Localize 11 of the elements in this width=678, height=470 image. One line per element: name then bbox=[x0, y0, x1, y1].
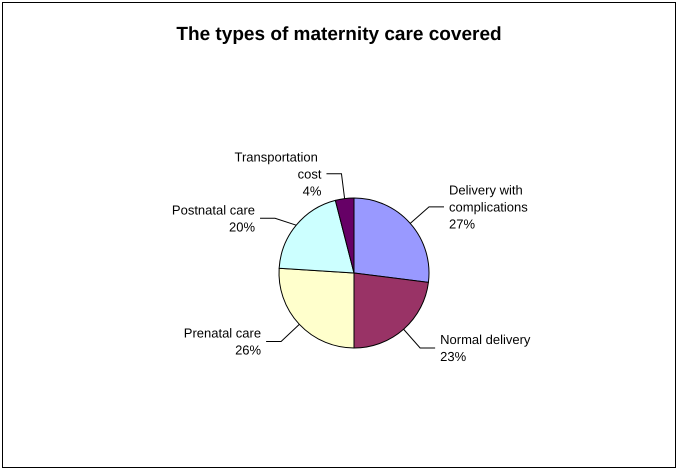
chart-title: The types of maternity care covered bbox=[176, 24, 502, 45]
data-label: 20% bbox=[228, 219, 256, 234]
data-label: 26% bbox=[235, 342, 262, 358]
slice-label: Postnatal care bbox=[172, 202, 256, 218]
slice-label: Normal delivery bbox=[440, 332, 531, 348]
slice-label: Delivery with complications bbox=[449, 182, 528, 214]
data-label: 27% bbox=[449, 216, 476, 232]
data-label: 23% bbox=[440, 349, 467, 364]
slice-label: Transportation cost bbox=[234, 149, 322, 182]
data-label: 4% bbox=[302, 183, 322, 198]
slice-label: Prenatal care bbox=[184, 325, 262, 340]
